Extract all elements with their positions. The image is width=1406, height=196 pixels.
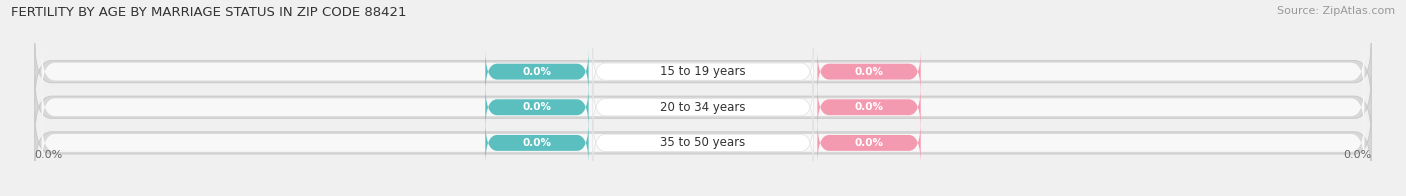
FancyBboxPatch shape xyxy=(593,119,813,166)
Text: 0.0%: 0.0% xyxy=(523,138,551,148)
Text: 35 to 50 years: 35 to 50 years xyxy=(661,136,745,149)
Text: FERTILITY BY AGE BY MARRIAGE STATUS IN ZIP CODE 88421: FERTILITY BY AGE BY MARRIAGE STATUS IN Z… xyxy=(11,6,406,19)
FancyBboxPatch shape xyxy=(42,46,1364,97)
Text: 0.0%: 0.0% xyxy=(523,67,551,77)
FancyBboxPatch shape xyxy=(42,118,1364,168)
FancyBboxPatch shape xyxy=(42,82,1364,132)
Text: 0.0%: 0.0% xyxy=(35,150,63,160)
Text: 20 to 34 years: 20 to 34 years xyxy=(661,101,745,114)
Text: 0.0%: 0.0% xyxy=(855,67,883,77)
FancyBboxPatch shape xyxy=(817,85,921,130)
Text: 15 to 19 years: 15 to 19 years xyxy=(661,65,745,78)
FancyBboxPatch shape xyxy=(817,121,921,165)
Text: 0.0%: 0.0% xyxy=(1343,150,1371,160)
Text: Source: ZipAtlas.com: Source: ZipAtlas.com xyxy=(1277,6,1395,16)
FancyBboxPatch shape xyxy=(593,48,813,95)
FancyBboxPatch shape xyxy=(35,75,1371,139)
FancyBboxPatch shape xyxy=(35,40,1371,103)
Text: 0.0%: 0.0% xyxy=(855,102,883,112)
Text: 0.0%: 0.0% xyxy=(855,138,883,148)
FancyBboxPatch shape xyxy=(817,49,921,94)
FancyBboxPatch shape xyxy=(485,121,589,165)
FancyBboxPatch shape xyxy=(35,111,1371,175)
FancyBboxPatch shape xyxy=(593,84,813,131)
FancyBboxPatch shape xyxy=(485,85,589,130)
Text: 0.0%: 0.0% xyxy=(523,102,551,112)
FancyBboxPatch shape xyxy=(485,49,589,94)
